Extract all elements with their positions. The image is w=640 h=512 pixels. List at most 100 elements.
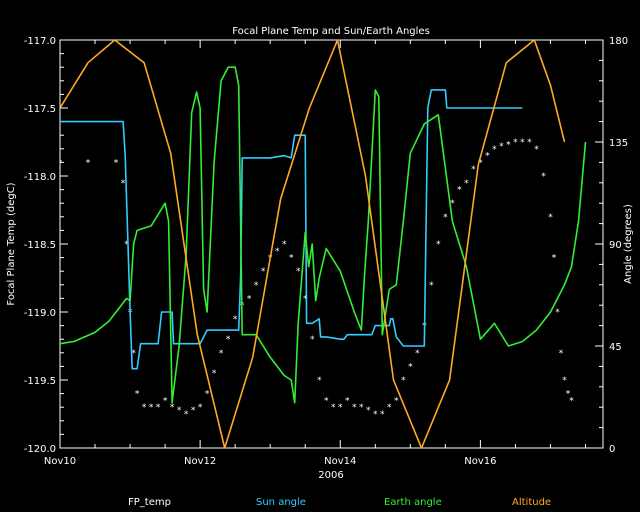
legend-item-sun-angle: Sun angle [256,497,306,508]
x-axis: Nov10 Nov12 Nov14 Nov16 [44,40,586,467]
data-point: * [254,281,259,291]
data-point: * [401,376,406,386]
data-point: * [156,403,161,413]
y-tick-label: -117.5 [24,104,56,115]
plot-frame [59,39,604,449]
data-point: * [131,349,136,359]
y-tick-label: -118.5 [24,240,56,251]
legend-item-altitude: Altitude [512,497,551,508]
y-axis-left: -117.0 -117.5 -118.0 -118.5 -119.0 -119.5 -120… [24,36,68,455]
legend: FP_temp Sun angle Earth angle Altitude [128,497,551,508]
y-axis-right: 0 45 90 135 180 [595,36,628,455]
data-point: * [303,294,308,304]
data-point: * [569,396,574,406]
y2-tick-label: 90 [609,240,622,251]
data-point: * [443,213,448,223]
data-point: * [317,376,322,386]
y-tick-label: -119.0 [24,308,56,319]
data-point: * [289,254,294,264]
y-axis-label-right: Angle (degrees) [623,204,634,284]
data-point: * [121,179,126,189]
data-point: * [163,396,168,406]
x-axis-label: 2006 [318,470,343,481]
y2-tick-label: 45 [609,342,622,353]
data-point: * [566,390,571,400]
data-point: * [296,267,301,277]
y-tick-label: -118.0 [24,172,56,183]
y-axis-label-left: Focal Plane Temp (degC) [6,182,17,305]
data-point: * [552,254,557,264]
data-point: * [520,138,525,148]
data-point: * [324,396,329,406]
data-point: * [205,390,210,400]
data-point: * [135,390,140,400]
data-point: * [527,138,532,148]
data-point: * [499,142,504,152]
y-tick-label: -119.5 [24,376,56,387]
x-tick-label: Nov16 [464,456,496,467]
data-point: * [177,406,182,416]
legend-item-earth-angle: Earth angle [384,497,442,508]
data-point: * [219,349,224,359]
series-line-altitude [60,40,566,448]
data-point: * [114,158,119,168]
data-point: * [436,240,441,250]
y-tick-label: -120.0 [24,444,56,455]
data-point: * [534,145,539,155]
data-point: * [429,281,434,291]
data-point: * [226,335,231,345]
plot-area [59,39,604,449]
data-point: * [170,403,175,413]
data-point: * [373,410,378,420]
data-point: * [142,403,147,413]
data-point: * [124,240,129,250]
data-point: * [513,138,518,148]
data-point: * [559,349,564,359]
series-line-earth-angle [60,66,587,404]
x-tick-label: Nov14 [324,456,356,467]
legend-item-fp-temp: FP_temp [128,497,171,508]
data-point: * [492,145,497,155]
data-point: * [555,308,560,318]
data-point: * [408,362,413,372]
data-point: * [541,172,546,182]
data-point: * [450,199,455,209]
data-point: * [86,158,91,168]
data-point: * [464,179,469,189]
y2-tick-label: 0 [609,444,615,455]
x-tick-label: Nov12 [184,456,216,467]
data-point: * [562,376,567,386]
data-point: * [331,403,336,413]
data-point: * [247,294,252,304]
data-point: * [184,410,189,420]
data-point: * [149,403,154,413]
data-point: * [275,247,280,257]
data-point: * [58,158,63,168]
series-layer: * * ******* * *** * * * ******************** *** *… [58,40,587,448]
data-point: * [212,369,217,379]
y2-tick-label: 135 [609,138,628,149]
data-point: * [338,403,343,413]
data-point: * [352,403,357,413]
data-point: * [380,410,385,420]
data-point: * [345,396,350,406]
data-point: * [366,406,371,416]
data-point: * [310,335,315,345]
data-point: * [394,396,399,406]
data-point: * [548,213,553,223]
data-point: * [282,240,287,250]
data-point: * [485,152,490,162]
y2-tick-label: 180 [609,36,628,47]
series-line-sun-angle [60,89,523,370]
data-point: * [457,186,462,196]
data-point: * [506,141,511,151]
data-point: * [387,403,392,413]
data-point: * [233,315,238,325]
data-point: * [415,349,420,359]
data-point: * [261,267,266,277]
x-tick-label: Nov10 [44,456,76,467]
data-point: * [359,403,364,413]
series-fp-temp: * * ******* * *** * * * ******************** *** *… [58,138,574,420]
y-tick-label: -117.0 [24,36,56,47]
